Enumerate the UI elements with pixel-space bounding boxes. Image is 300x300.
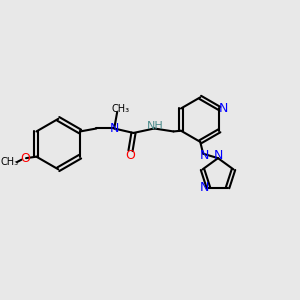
Text: N: N — [213, 149, 223, 162]
Text: NH: NH — [147, 121, 164, 130]
Text: O: O — [126, 149, 135, 162]
Text: O: O — [20, 152, 30, 165]
Text: N: N — [199, 181, 209, 194]
Text: CH₃: CH₃ — [112, 103, 130, 114]
Text: N: N — [200, 149, 209, 162]
Text: CH₃: CH₃ — [1, 157, 19, 167]
Text: N: N — [218, 102, 228, 115]
Text: N: N — [110, 122, 119, 135]
